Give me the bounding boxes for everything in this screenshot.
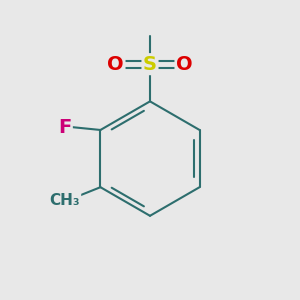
Text: S: S: [143, 55, 157, 74]
Text: O: O: [176, 55, 193, 74]
Text: F: F: [58, 118, 71, 136]
Text: O: O: [107, 55, 124, 74]
Text: CH₃: CH₃: [50, 193, 80, 208]
